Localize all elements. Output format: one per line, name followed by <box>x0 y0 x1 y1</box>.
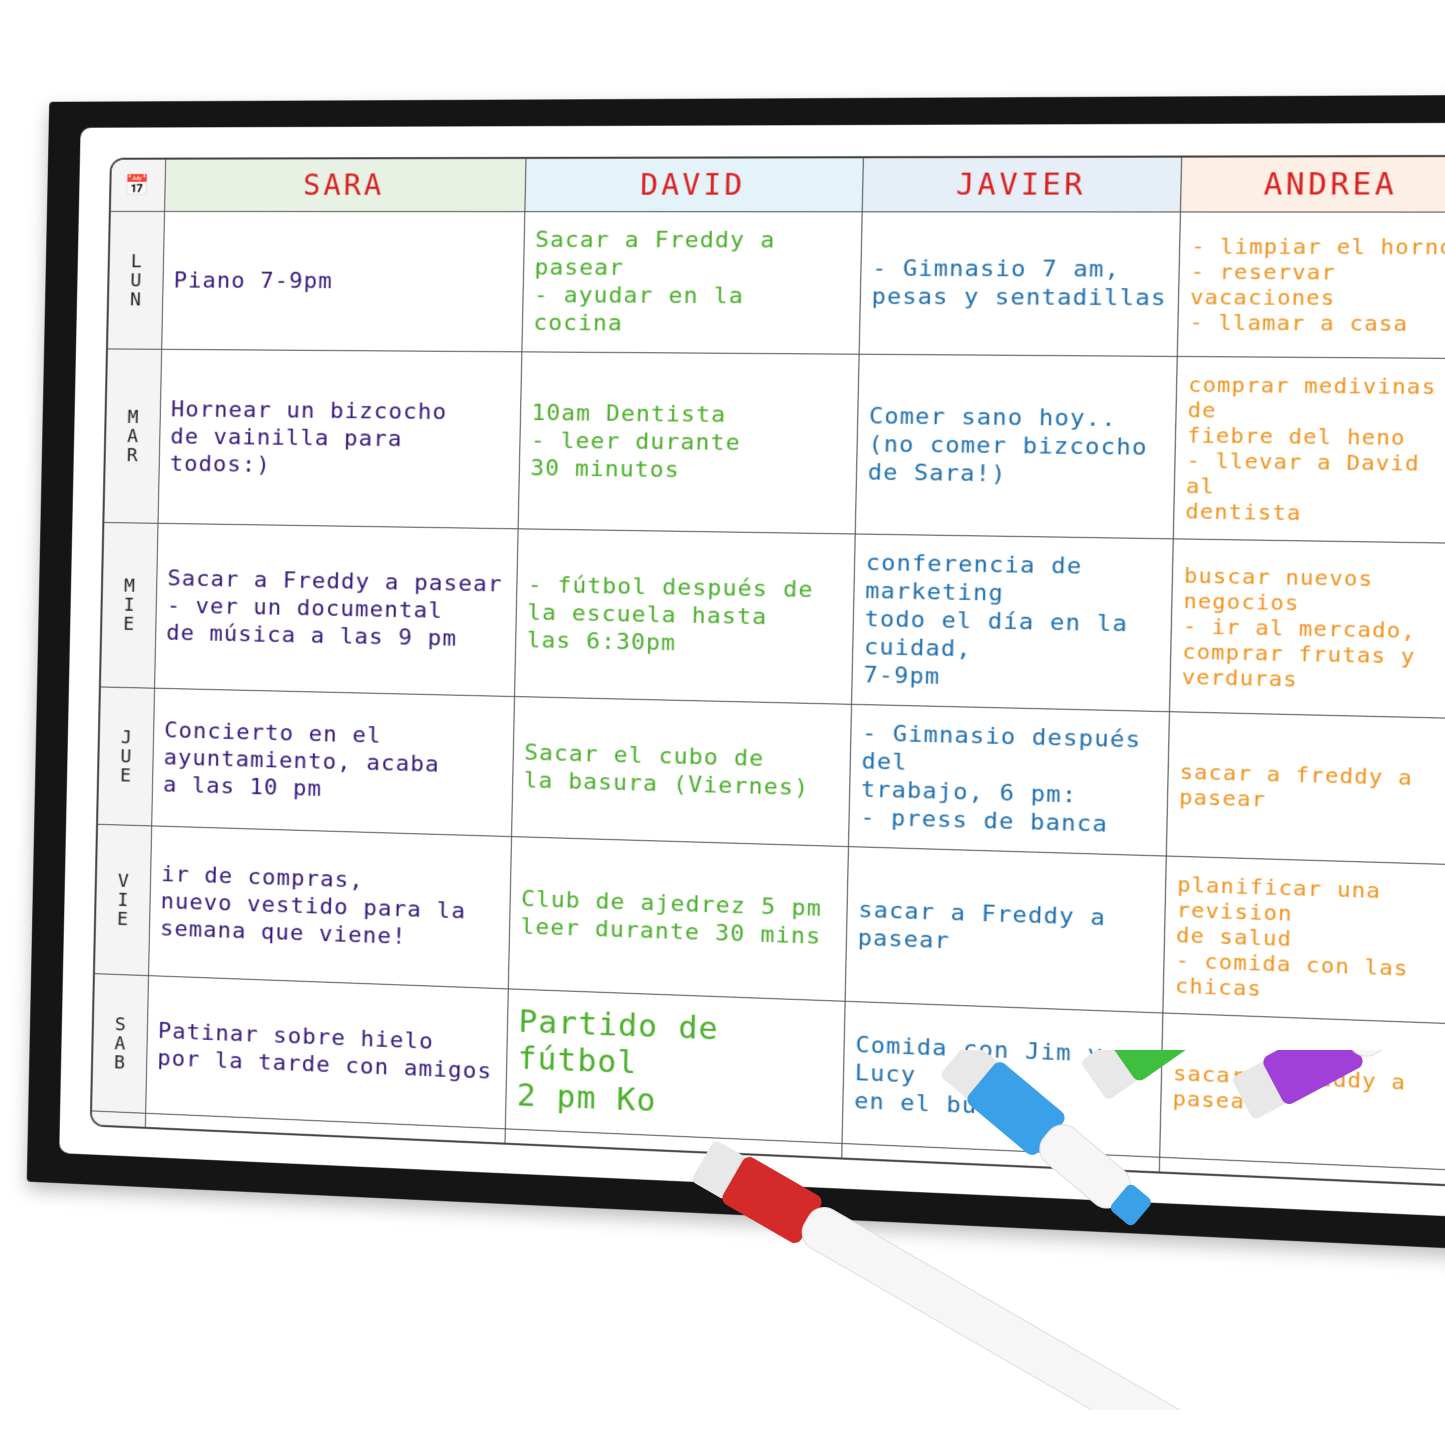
calendar-icon: 📅 <box>110 159 167 212</box>
column-header-javier: JAVIER <box>862 157 1183 213</box>
planner-cell-david-vie: Club de ajedrez 5 pm leer durante 30 min… <box>508 837 849 1002</box>
planner-cell-david-mar: 10am Dentista - leer durante 30 minutos <box>518 352 860 535</box>
planner-cell-javier-mie: conferencia de marketing todo el día en … <box>852 534 1174 713</box>
planner-cell-david-lun: Sacar a Freddy a pasear - ayudar en la c… <box>522 212 863 355</box>
weekly-planner-grid: 📅 SARA DAVID JAVIER ANDREA LUN Piano 7-9pm Saca… <box>89 154 1445 1187</box>
day-label-mar: MAR <box>126 406 139 466</box>
column-header-david: DAVID <box>525 158 864 213</box>
day-label-vie: VIE <box>116 870 130 930</box>
planner-cell-andrea-vie: planificar una revision de salud - comid… <box>1163 856 1445 1025</box>
day-cell-dom: DOM <box>89 1111 147 1187</box>
day-label-mie: MIE <box>123 575 136 635</box>
planner-cell-sara-vie: ir de compras, nuevo vestido para la sem… <box>149 826 513 990</box>
planner-cell-andrea-lun: - limpiar el horno - reservar vacaciones… <box>1177 212 1445 360</box>
day-label-lun: LUN <box>129 250 143 310</box>
planner-cell-javier-vie: sacar a Freddy a pasear <box>845 847 1167 1014</box>
planner-cell-sara-jue: Concierto en el ayuntamiento, acaba a la… <box>152 688 516 838</box>
day-cell-jue: JUE <box>98 687 156 827</box>
column-header-andrea: ANDREA <box>1180 157 1445 213</box>
markers <box>692 1050 1420 1410</box>
planner-cell-david-mie: - fútbol después de la escuela hasta las… <box>515 529 856 705</box>
day-cell-lun: LUN <box>107 211 166 350</box>
marker-pen <box>941 1050 1151 1226</box>
day-cell-sab: SAB <box>92 974 150 1114</box>
planner-cell-andrea-mie: buscar nuevos negocios - ir al mercado, … <box>1170 539 1445 720</box>
day-cell-mar: MAR <box>104 349 163 524</box>
day-cell-mie: MIE <box>100 522 159 689</box>
day-label-dom: DOM <box>111 1132 124 1187</box>
day-label-jue: JUE <box>119 726 133 787</box>
planner-cell-javier-mar: Comer sano hoy.. (no comer bizcocho de S… <box>855 354 1178 540</box>
planner-cell-andrea-jue: sacar a freddy a pasear <box>1166 712 1445 866</box>
planner-cell-david-jue: Sacar el cubo de la basura (Viernes) <box>512 697 853 848</box>
planner-cell-javier-lun: - Gimnasio 7 am, pesas y sentadillas <box>859 212 1181 357</box>
day-label-sab: SAB <box>113 1013 127 1074</box>
planner-cell-sara-lun: Piano 7-9pm <box>162 211 526 353</box>
marker-pen <box>1082 1050 1209 1099</box>
marker-pen <box>1233 1050 1420 1119</box>
planner-cell-sara-mie: Sacar a Freddy a pasear - ver un documen… <box>155 523 519 698</box>
column-header-sara: SARA <box>165 158 527 213</box>
planner-cell-sara-mar: Hornear un bizcocho de vainilla para tod… <box>158 349 523 530</box>
marker-pen <box>692 1141 1193 1410</box>
planner-cell-andrea-mar: comprar medivinas de fiebre del heno - l… <box>1173 356 1445 544</box>
day-cell-vie: VIE <box>94 824 153 977</box>
planner-cell-sara-sab: Patinar sobre hielo por la tarde con ami… <box>146 976 509 1130</box>
planner-cell-javier-jue: - Gimnasio después del trabajo, 6 pm: - … <box>848 704 1171 857</box>
